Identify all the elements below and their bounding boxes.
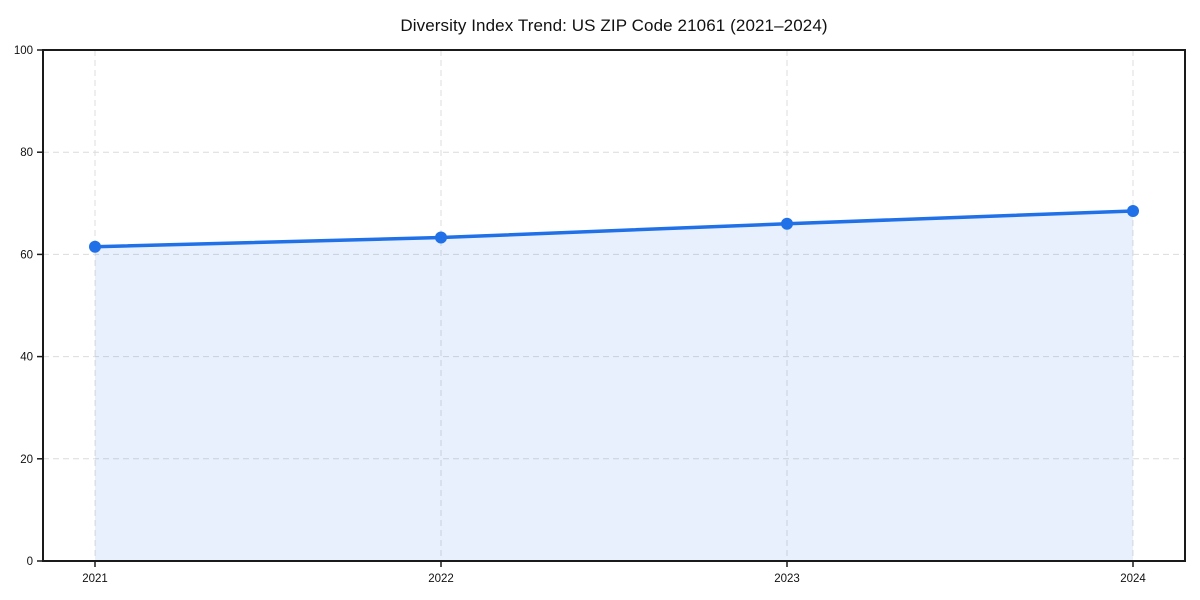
data-point-2024 (1127, 204, 1139, 217)
x-tick-label-2021: 2021 (82, 573, 108, 585)
y-tick-label-0: 0 (27, 556, 33, 568)
trend-line (93, 209, 1135, 249)
y-tick-label-40: 40 (20, 352, 33, 364)
data-point-2021 (89, 240, 101, 253)
data-point-2022 (435, 231, 447, 244)
x-tick-label-2023: 2023 (774, 573, 800, 585)
data-point-2023 (781, 217, 793, 230)
x-tick-label-2022: 2022 (428, 573, 454, 585)
plot-border (42, 49, 1186, 562)
area-fill (95, 210, 1133, 561)
chart-title: Diversity Index Trend: US ZIP Code 21061… (400, 16, 827, 35)
y-tick-label-20: 20 (20, 454, 33, 466)
x-tick-label-2024: 2024 (1120, 573, 1146, 585)
y-tick-label-80: 80 (20, 147, 33, 159)
y-tick-label-60: 60 (20, 249, 33, 261)
y-tick-label-100: 100 (14, 45, 33, 57)
